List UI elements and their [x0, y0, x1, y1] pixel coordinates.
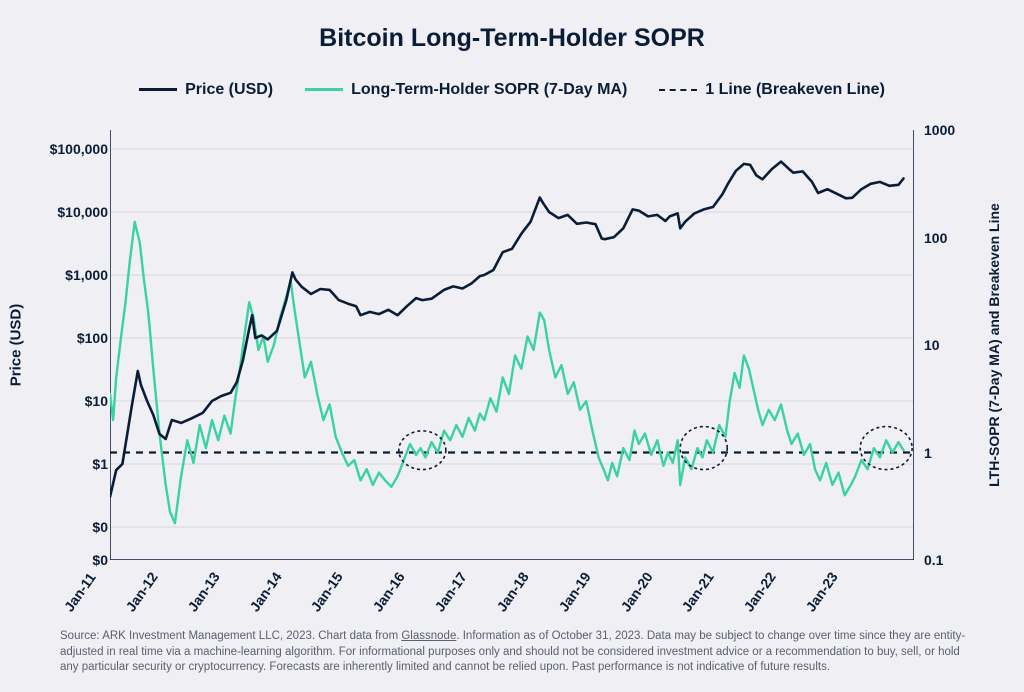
x-tick: Jan-16 — [370, 569, 409, 615]
y-left-tick: $10 — [0, 393, 114, 409]
legend-label: Price (USD) — [185, 81, 273, 99]
x-tick: Jan-14 — [246, 569, 285, 615]
sopr-line — [110, 222, 904, 523]
y-right-ticks: 0.11101001000 — [918, 130, 968, 560]
x-tick: Jan-20 — [617, 569, 656, 615]
y-left-tick: $100,000 — [0, 141, 114, 157]
annotation-ellipse-2 — [860, 427, 912, 470]
x-tick: Jan-15 — [308, 569, 347, 615]
y-right-tick: 10 — [918, 337, 974, 353]
source-footnote: Source: ARK Investment Management LLC, 2… — [60, 629, 974, 676]
chart-title: Bitcoin Long-Term-Holder SOPR — [0, 24, 1024, 53]
legend-label: 1 Line (Breakeven Line) — [705, 81, 885, 99]
legend-label: Long-Term-Holder SOPR (7-Day MA) — [351, 81, 627, 99]
footnote-link: Glassnode — [401, 630, 456, 642]
plot-area — [110, 130, 914, 560]
y-left-tick: $1 — [0, 456, 114, 472]
x-tick: Jan-22 — [741, 569, 780, 615]
legend-item-1: Long-Term-Holder SOPR (7-Day MA) — [305, 81, 627, 99]
x-tick: Jan-21 — [679, 569, 718, 615]
legend-swatch-icon — [139, 88, 177, 91]
y-right-axis-label: LTH-SOPR (7-Day MA) and Breakeven Line — [986, 203, 1002, 487]
y-right-tick: 100 — [918, 230, 974, 246]
x-ticks: Jan-11Jan-12Jan-13Jan-14Jan-15Jan-16Jan-… — [110, 560, 914, 620]
x-tick: Jan-19 — [555, 569, 594, 615]
y-left-ticks: $0$0$1$10$100$1,000$10,000$100,000 — [0, 130, 108, 560]
x-tick: Jan-18 — [493, 569, 532, 615]
y-left-tick: $100 — [0, 330, 114, 346]
legend-swatch-icon — [659, 89, 697, 91]
x-tick: Jan-13 — [184, 569, 223, 615]
y-left-tick: $0 — [0, 519, 114, 535]
y-left-tick: $1,000 — [0, 267, 114, 283]
legend-item-0: Price (USD) — [139, 81, 273, 99]
legend: Price (USD) Long-Term-Holder SOPR (7-Day … — [0, 78, 1024, 99]
x-tick: Jan-12 — [122, 569, 161, 615]
x-tick: Jan-17 — [431, 569, 470, 615]
y-left-tick: $0 — [0, 552, 114, 568]
y-left-tick: $10,000 — [0, 204, 114, 220]
y-right-tick: 1 — [918, 445, 974, 461]
y-right-tick: 1000 — [918, 122, 974, 138]
y-right-tick: 0.1 — [918, 552, 974, 568]
x-tick: Jan-23 — [802, 569, 841, 615]
footnote-pre: Source: ARK Investment Management LLC, 2… — [60, 630, 401, 642]
x-tick: Jan-11 — [61, 570, 99, 615]
legend-item-2: 1 Line (Breakeven Line) — [659, 81, 885, 99]
legend-swatch-icon — [305, 88, 343, 91]
